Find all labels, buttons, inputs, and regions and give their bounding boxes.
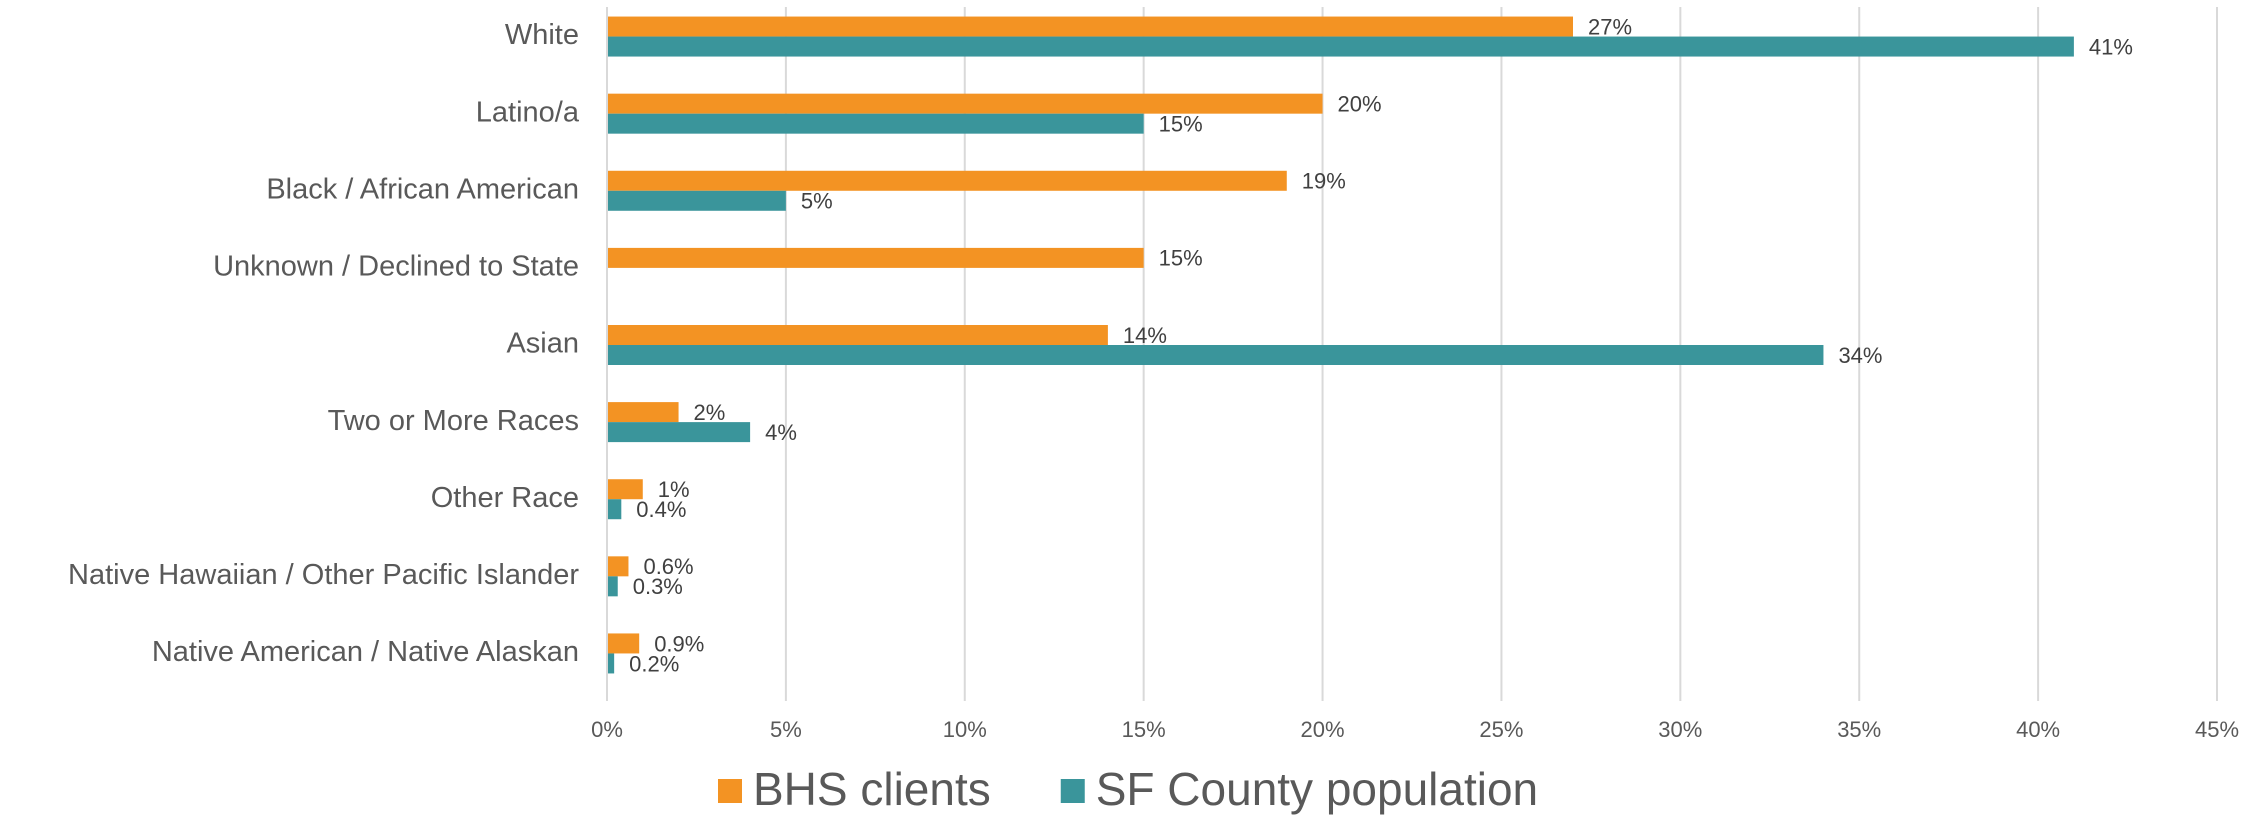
bar — [607, 325, 1108, 345]
bar — [607, 402, 679, 423]
x-tick-label: 45% — [2195, 717, 2239, 742]
value-label: 0.2% — [629, 651, 679, 676]
bar — [607, 190, 786, 211]
category-label: Unknown / Declined to State — [213, 251, 579, 283]
value-label: 19% — [1302, 169, 1346, 194]
x-tick-label: 5% — [770, 717, 802, 742]
x-tick-label: 30% — [1658, 717, 1702, 742]
value-label: 0.3% — [633, 574, 683, 599]
value-label: 15% — [1159, 111, 1203, 136]
bar — [607, 499, 622, 520]
legend-swatch — [718, 779, 742, 803]
value-label: 0.6% — [643, 554, 693, 579]
bar — [607, 576, 618, 597]
value-label: 27% — [1588, 14, 1632, 39]
value-label: 2% — [694, 400, 726, 425]
category-label: Latino/a — [476, 96, 580, 128]
value-label: 14% — [1123, 323, 1167, 348]
category-label: Other Race — [431, 482, 579, 514]
x-tick-label: 35% — [1837, 717, 1881, 742]
bar — [607, 345, 1824, 365]
bar — [607, 556, 629, 577]
bar — [607, 113, 1144, 134]
x-tick-label: 40% — [2016, 717, 2060, 742]
bar — [607, 653, 615, 674]
bar — [607, 422, 751, 443]
bar — [607, 93, 1323, 114]
x-tick-label: 0% — [591, 717, 623, 742]
value-label: 5% — [801, 189, 833, 214]
value-label: 0.9% — [654, 631, 704, 656]
value-label: 15% — [1159, 246, 1203, 271]
bar — [607, 16, 1573, 37]
bar — [607, 170, 1287, 191]
value-label: 41% — [2089, 34, 2133, 59]
value-label: 34% — [1838, 343, 1882, 368]
value-label: 20% — [1338, 91, 1382, 116]
x-tick-label: 20% — [1301, 717, 1345, 742]
bar — [607, 247, 1144, 268]
category-label: White — [505, 19, 579, 51]
x-tick-label: 15% — [1122, 717, 1166, 742]
category-label: Asian — [506, 328, 579, 360]
value-label: 4% — [765, 420, 797, 445]
x-tick-label: 10% — [943, 717, 987, 742]
x-tick-label: 25% — [1479, 717, 1523, 742]
legend-label: SF County population — [1096, 763, 1538, 815]
category-label: Two or More Races — [328, 405, 579, 437]
bar — [607, 633, 640, 654]
legend-label: BHS clients — [753, 763, 991, 815]
bar — [607, 36, 2074, 57]
bar — [607, 479, 643, 500]
legend-swatch — [1060, 779, 1085, 803]
value-label: 1% — [658, 477, 690, 502]
value-label: 0.4% — [636, 497, 686, 522]
category-label: Black / African American — [266, 173, 579, 205]
category-label: Native Hawaiian / Other Pacific Islander — [68, 559, 579, 591]
category-label: Native American / Native Alaskan — [152, 636, 579, 668]
